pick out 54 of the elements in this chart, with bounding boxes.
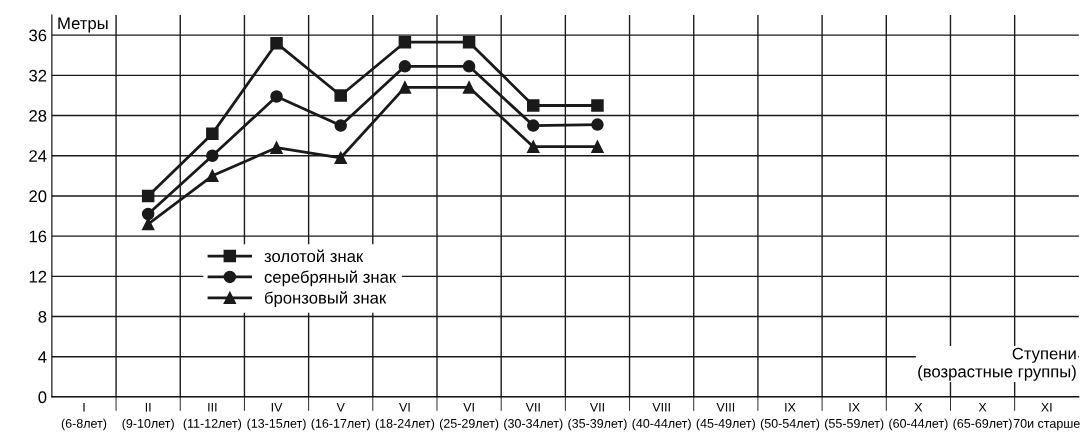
- x-tick-label: VII (30-34лет): [504, 402, 563, 431]
- x-tick-label: IV (13-15лет): [247, 402, 306, 431]
- y-tick-label: 24: [29, 150, 47, 162]
- point: [270, 36, 283, 50]
- x-tick-label: VI (18-24лет): [375, 402, 435, 431]
- point: [206, 169, 219, 183]
- x-tick-label: VIII (45-49лет): [696, 402, 755, 431]
- point: [334, 89, 347, 102]
- x-tick-label: VI (25-29лет): [439, 402, 499, 431]
- x-tick-label: XI 70и старше: [1013, 402, 1080, 431]
- legend-label: бронзовый знак: [264, 291, 387, 308]
- legend-label: серебряный знак: [264, 270, 397, 287]
- x-tick-label: VII (35-39лет): [568, 402, 627, 431]
- point: [591, 118, 604, 131]
- x-tick-label: X (65-69лет): [953, 402, 1012, 431]
- x-tick-label: VIII (40-44лет): [632, 402, 691, 431]
- x-tick-label: II (9-10лет): [122, 402, 174, 431]
- point: [527, 99, 540, 112]
- point: [270, 141, 283, 154]
- y-axis-title: Метры: [58, 17, 108, 33]
- y-tick-label: 28: [29, 109, 47, 122]
- point: [462, 60, 476, 73]
- y-tick-label: 32: [29, 69, 47, 82]
- point: [398, 60, 412, 73]
- x-tick-label: IX (50-54лет): [760, 402, 820, 431]
- x-tick-label: X (60-44лет): [889, 402, 948, 431]
- y-tick-label: 20: [29, 190, 47, 203]
- point: [462, 35, 476, 49]
- y-tick-label: 36: [29, 29, 47, 42]
- point: [398, 35, 412, 49]
- x-tick-label: IX (55-59лет): [825, 402, 884, 431]
- point: [398, 81, 412, 94]
- y-tick-label: 12: [29, 270, 47, 283]
- y-tick-label: 0: [38, 391, 47, 404]
- x-tick-label: V (16-17лет): [311, 402, 370, 431]
- y-tick-label: 16: [29, 230, 47, 243]
- point: [591, 99, 604, 112]
- point: [462, 81, 476, 94]
- x-tick-label: III (11-12лет): [183, 402, 242, 431]
- x-tick-label: I (6-8лет): [61, 402, 107, 431]
- point: [270, 90, 283, 103]
- point: [527, 140, 540, 153]
- point: [206, 149, 219, 163]
- legend-label: золотой знак: [264, 249, 364, 263]
- point: [206, 127, 219, 140]
- x-axis-title: Ступени (возрастные группы): [918, 347, 1076, 381]
- point: [591, 140, 604, 153]
- y-tick-label: 4: [38, 351, 47, 363]
- point: [141, 207, 155, 221]
- point: [527, 119, 540, 132]
- point: [334, 119, 347, 132]
- point: [334, 151, 347, 165]
- point: [141, 189, 155, 203]
- y-tick-label: 8: [38, 310, 47, 323]
